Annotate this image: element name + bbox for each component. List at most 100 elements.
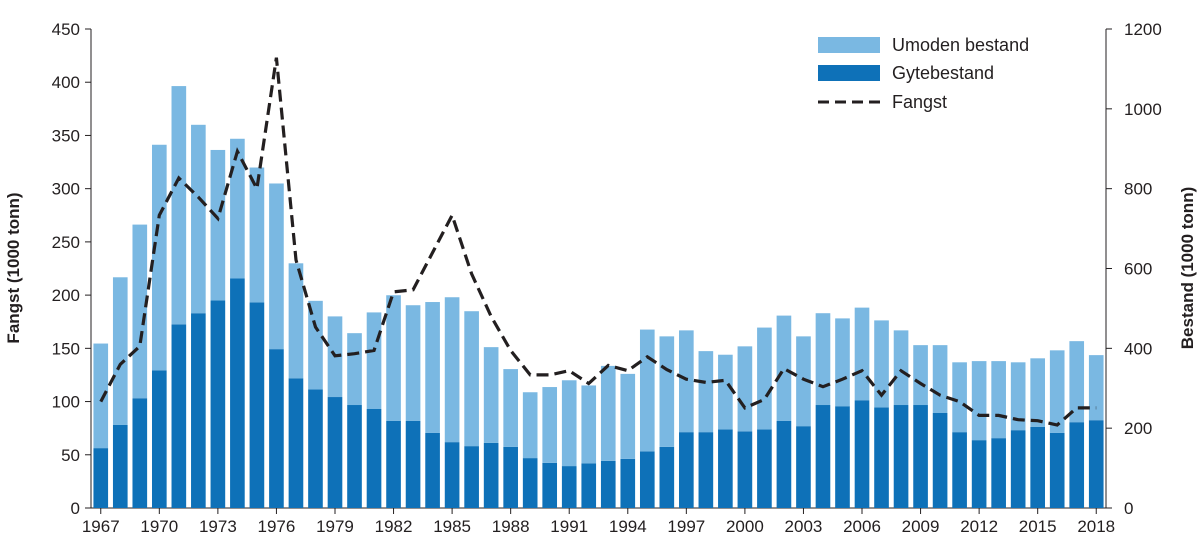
- left-tick-label: 50: [61, 446, 80, 465]
- bar-umoden-2001: [757, 327, 772, 430]
- x-tick-label: 2003: [785, 517, 823, 536]
- bar-gytebestand-2006: [854, 400, 870, 508]
- legend-swatch-umoden: [818, 37, 880, 53]
- bar-gytebestand-2013: [991, 438, 1006, 508]
- bar-gytebestand-2009: [913, 405, 928, 508]
- bar-gytebestand-2008: [893, 405, 909, 508]
- x-tick-label: 2015: [1019, 517, 1057, 536]
- bar-umoden-1985: [444, 297, 460, 443]
- x-tick-label: 1973: [199, 517, 237, 536]
- bar-gytebestand-1993: [600, 460, 616, 508]
- left-tick-label: 400: [52, 73, 80, 92]
- line-group: [99, 57, 1097, 427]
- bar-gytebestand-2017: [1069, 422, 1085, 508]
- bar-umoden-2011: [952, 362, 967, 433]
- bar-gytebestand-1983: [405, 420, 421, 508]
- bar-gytebestand-1989: [522, 458, 538, 508]
- bar-gytebestand-1982: [386, 420, 401, 508]
- bar-gytebestand-2000: [737, 431, 753, 508]
- bar-gytebestand-1994: [620, 458, 636, 508]
- bar-gytebestand-1968: [112, 424, 128, 508]
- bar-gytebestand-1995: [639, 451, 655, 508]
- bar-umoden-2017: [1069, 341, 1085, 423]
- x-tick-label: 2018: [1077, 517, 1115, 536]
- right-tick-label: 1000: [1124, 100, 1162, 119]
- bar-gytebestand-2014: [1010, 430, 1026, 508]
- legend-label-gyte: Gytebestand: [892, 63, 994, 83]
- bar-gytebestand-1976: [269, 349, 284, 508]
- bar-umoden-1969: [132, 224, 148, 399]
- bar-gytebestand-1987: [483, 442, 499, 508]
- bar-umoden-1998: [698, 351, 714, 433]
- bar-gytebestand-1984: [425, 432, 440, 508]
- bar-gytebestand-1971: [171, 324, 187, 508]
- bar-gytebestand-2003: [796, 426, 811, 508]
- bar-umoden-1990: [542, 387, 558, 463]
- x-tick-label: 1985: [433, 517, 471, 536]
- bar-umoden-1971: [171, 86, 187, 325]
- bar-umoden-1980: [347, 333, 362, 406]
- bar-umoden-1986: [464, 311, 479, 447]
- bar-umoden-1982: [386, 295, 401, 421]
- bar-gytebestand-1974: [230, 278, 245, 508]
- bar-gytebestand-2005: [835, 406, 850, 508]
- bar-gytebestand-1981: [366, 409, 382, 508]
- bar-umoden-1992: [581, 385, 597, 464]
- bar-umoden-1989: [522, 392, 538, 459]
- bar-umoden-1974: [230, 138, 245, 279]
- bar-gytebestand-2015: [1030, 426, 1046, 508]
- bar-umoden-2006: [854, 307, 870, 401]
- bar-gytebestand-2010: [932, 412, 948, 508]
- bar-umoden-1999: [718, 354, 733, 430]
- bar-gytebestand-1977: [288, 378, 304, 508]
- bar-umoden-1988: [503, 369, 518, 447]
- bar-umoden-2015: [1030, 358, 1046, 427]
- bar-umoden-2009: [913, 345, 928, 406]
- bar-umoden-2008: [893, 330, 909, 406]
- bar-umoden-1997: [679, 330, 694, 433]
- bar-gytebestand-1999: [718, 429, 733, 508]
- bar-umoden-2012: [971, 361, 987, 441]
- right-tick-label: 200: [1124, 419, 1152, 438]
- left-tick-label: 200: [52, 286, 80, 305]
- legend-label-fangst: Fangst: [892, 92, 947, 112]
- bar-umoden-1993: [600, 365, 616, 461]
- right-tick-label: 0: [1124, 499, 1133, 518]
- bar-umoden-1978: [308, 300, 323, 390]
- bar-umoden-1996: [659, 336, 675, 447]
- bar-gytebestand-1992: [581, 463, 597, 508]
- x-tick-label: 2006: [843, 517, 881, 536]
- left-tick-label: 250: [52, 233, 80, 252]
- bar-umoden-1981: [366, 312, 382, 410]
- bar-umoden-1973: [210, 149, 226, 301]
- x-tick-label: 1997: [667, 517, 705, 536]
- bar-umoden-2003: [796, 336, 811, 427]
- x-tick-label: 2000: [726, 517, 764, 536]
- bar-umoden-1984: [425, 302, 440, 433]
- x-tick-label: 1979: [316, 517, 354, 536]
- bar-gytebestand-1998: [698, 432, 714, 508]
- left-tick-label: 100: [52, 393, 80, 412]
- bar-umoden-1967: [93, 343, 109, 449]
- left-tick-label: 300: [52, 180, 80, 199]
- bar-umoden-1994: [620, 373, 636, 459]
- bar-gytebestand-1973: [210, 300, 226, 508]
- bar-gytebestand-2016: [1049, 432, 1065, 508]
- right-tick-label: 400: [1124, 339, 1152, 358]
- line-fangst: [99, 57, 1097, 427]
- x-tick-label: 1991: [550, 517, 588, 536]
- x-tick-label: 1994: [609, 517, 647, 536]
- bar-gytebestand-2012: [971, 440, 987, 508]
- bar-umoden-1983: [405, 305, 421, 421]
- bar-umoden-2002: [776, 315, 792, 421]
- bar-umoden-1972: [191, 124, 206, 314]
- bar-umoden-1991: [561, 380, 577, 467]
- x-tick-label: 1967: [82, 517, 120, 536]
- bars-group: [93, 86, 1104, 508]
- bar-gytebestand-1985: [444, 442, 460, 508]
- bar-umoden-1977: [288, 263, 304, 379]
- bar-gytebestand-1996: [659, 446, 675, 508]
- bar-umoden-2007: [874, 320, 889, 408]
- bar-umoden-2014: [1010, 362, 1026, 431]
